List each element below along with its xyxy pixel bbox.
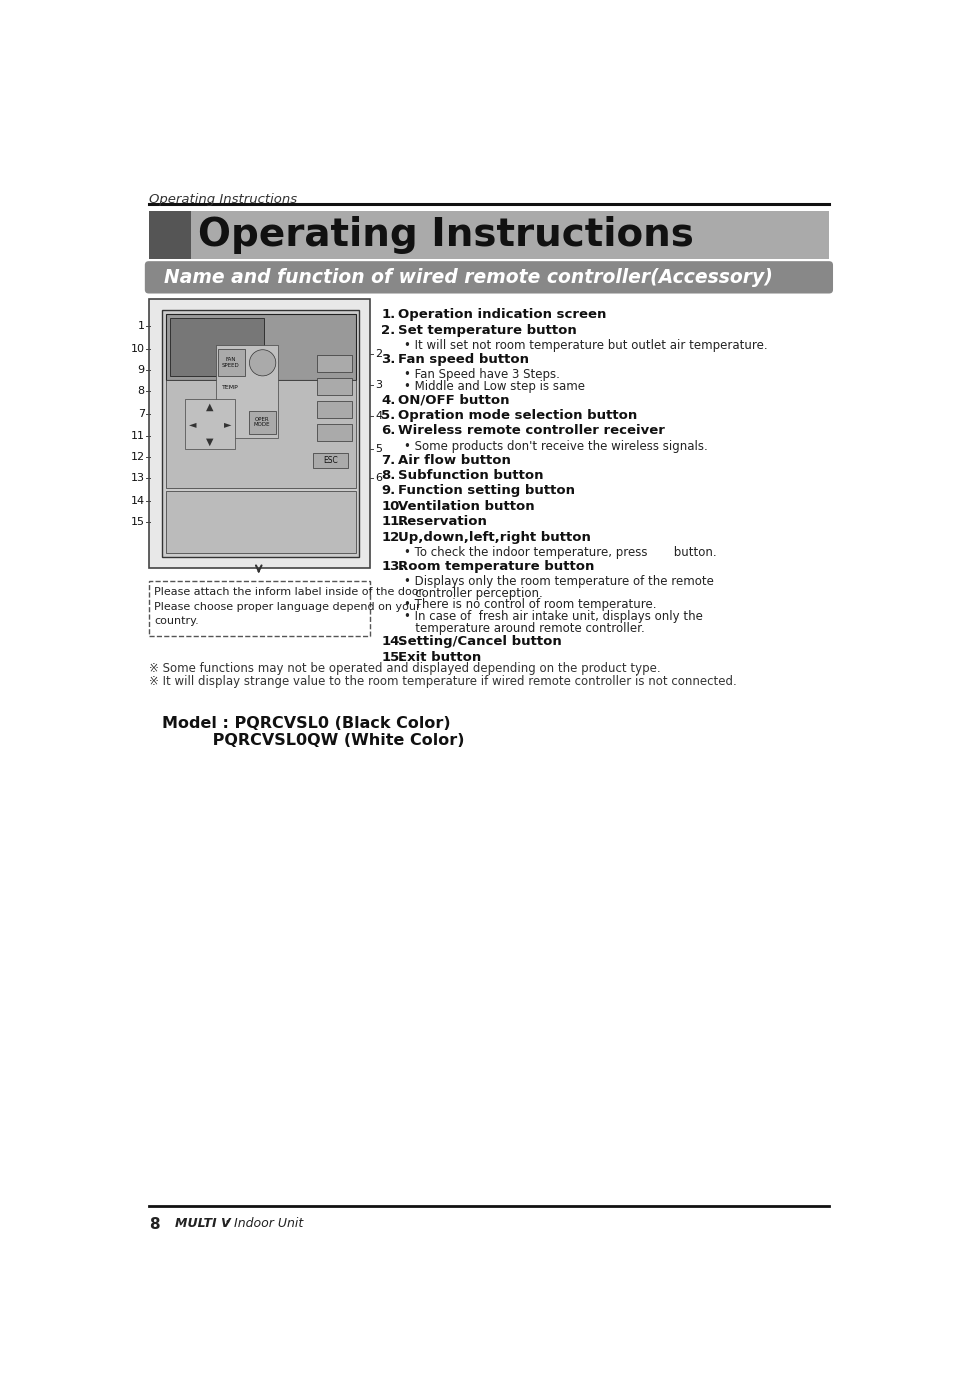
Text: 6: 6: [375, 473, 381, 483]
Text: Exit button: Exit button: [397, 651, 481, 664]
Text: 10: 10: [131, 344, 145, 354]
Text: ※ Some functions may not be operated and displayed depending on the product type: ※ Some functions may not be operated and…: [149, 662, 659, 675]
Bar: [216, 344, 278, 437]
Text: 2: 2: [375, 350, 382, 360]
Text: Subfunction button: Subfunction button: [397, 469, 543, 482]
FancyBboxPatch shape: [149, 581, 369, 636]
Text: Setting/Cancel button: Setting/Cancel button: [397, 636, 561, 648]
Bar: [149, 300, 369, 568]
Text: TEMP: TEMP: [222, 385, 239, 391]
Text: MULTI V: MULTI V: [174, 1217, 231, 1229]
Text: 15: 15: [131, 517, 145, 528]
Text: • Displays only the room temperature of the remote: • Displays only the room temperature of …: [403, 575, 713, 588]
Text: 1.: 1.: [381, 308, 395, 321]
Text: 11: 11: [131, 431, 145, 441]
Text: Wireless remote controller receiver: Wireless remote controller receiver: [397, 424, 664, 437]
Text: • It will set not room temperature but outlet air temperature.: • It will set not room temperature but o…: [403, 339, 766, 351]
Bar: [166, 491, 355, 553]
Text: ◄: ◄: [189, 420, 196, 430]
Text: 2.: 2.: [381, 323, 395, 336]
Text: Operation indication screen: Operation indication screen: [397, 308, 606, 321]
Text: Model : PQRCVSL0 (Black Color): Model : PQRCVSL0 (Black Color): [162, 717, 450, 731]
Text: 4: 4: [375, 412, 382, 421]
Text: 4.: 4.: [381, 393, 395, 406]
Text: Operating Instructions: Operating Instructions: [149, 193, 296, 206]
Text: Name and function of wired remote controller(Accessory): Name and function of wired remote contro…: [164, 267, 772, 287]
Text: •: •: [224, 1217, 231, 1226]
Text: PQRCVSL0QW (White Color): PQRCVSL0QW (White Color): [162, 734, 464, 748]
Text: ▼: ▼: [206, 437, 213, 447]
Bar: [170, 318, 264, 377]
Text: Room temperature button: Room temperature button: [397, 560, 594, 573]
Text: 3: 3: [375, 381, 381, 391]
Bar: [149, 211, 828, 259]
Text: 9: 9: [137, 365, 145, 375]
Text: 3.: 3.: [381, 353, 395, 365]
Text: Set temperature button: Set temperature button: [397, 323, 577, 336]
Text: 9.: 9.: [381, 484, 395, 497]
Text: Reservation: Reservation: [397, 515, 488, 528]
Text: • Some products don't receive the wireless signals.: • Some products don't receive the wirele…: [403, 440, 707, 452]
Text: 5: 5: [375, 444, 381, 454]
Bar: [149, 211, 192, 259]
Text: OPER
MODE: OPER MODE: [253, 417, 270, 427]
Text: temperature around remote controller.: temperature around remote controller.: [403, 622, 643, 634]
Text: 12.: 12.: [381, 531, 404, 543]
Text: Please attach the inform label inside of the door.
Please choose proper language: Please attach the inform label inside of…: [154, 587, 425, 626]
Text: • Fan Speed have 3 Steps.: • Fan Speed have 3 Steps.: [403, 368, 559, 381]
Text: 5.: 5.: [381, 409, 395, 421]
Text: ▲: ▲: [206, 402, 213, 412]
Text: 15.: 15.: [381, 651, 404, 664]
Bar: [313, 454, 348, 468]
Text: Ventilation button: Ventilation button: [397, 500, 535, 512]
Bar: [249, 410, 275, 434]
Text: Function setting button: Function setting button: [397, 484, 575, 497]
Text: ON/OFF button: ON/OFF button: [397, 393, 509, 406]
Text: 1: 1: [137, 321, 145, 330]
Text: • Middle and Low step is same: • Middle and Low step is same: [403, 379, 584, 393]
Bar: [316, 424, 352, 441]
Bar: [316, 378, 352, 395]
Bar: [166, 314, 355, 379]
Bar: [316, 402, 352, 419]
Text: 7: 7: [137, 409, 145, 420]
Text: ►: ►: [224, 420, 232, 430]
Text: Up,down,left,right button: Up,down,left,right button: [397, 531, 591, 543]
Text: 10.: 10.: [381, 500, 404, 512]
Text: ※ It will display strange value to the room temperature if wired remote controll: ※ It will display strange value to the r…: [149, 675, 736, 689]
Text: Indoor Unit: Indoor Unit: [233, 1217, 303, 1229]
Text: Fan speed button: Fan speed button: [397, 353, 529, 365]
Text: • In case of  fresh air intake unit, displays only the: • In case of fresh air intake unit, disp…: [403, 610, 701, 623]
Text: 8.: 8.: [381, 469, 395, 482]
Text: Operating Instructions: Operating Instructions: [198, 216, 694, 253]
Bar: [185, 399, 235, 449]
Text: 14: 14: [131, 496, 145, 505]
Text: 13.: 13.: [381, 560, 404, 573]
Bar: [162, 311, 359, 557]
Bar: [217, 349, 245, 377]
Circle shape: [249, 350, 275, 375]
Bar: [166, 379, 355, 487]
Text: • To check the indoor temperature, press       button.: • To check the indoor temperature, press…: [403, 546, 716, 559]
Text: controller perception.: controller perception.: [403, 587, 542, 599]
Text: 14.: 14.: [381, 636, 404, 648]
Text: 12: 12: [131, 452, 145, 462]
Text: 8: 8: [137, 386, 145, 396]
FancyBboxPatch shape: [145, 262, 832, 294]
Text: 6.: 6.: [381, 424, 395, 437]
Text: • There is no control of room temperature.: • There is no control of room temperatur…: [403, 598, 656, 612]
Text: Opration mode selection button: Opration mode selection button: [397, 409, 637, 421]
Text: ESC: ESC: [323, 456, 338, 465]
Text: 7.: 7.: [381, 454, 395, 466]
Bar: [316, 356, 352, 372]
Text: FAN
SPEED: FAN SPEED: [222, 357, 239, 368]
Text: 8: 8: [149, 1217, 159, 1232]
Text: 11.: 11.: [381, 515, 404, 528]
Text: 13: 13: [131, 473, 145, 483]
Text: Air flow button: Air flow button: [397, 454, 511, 466]
